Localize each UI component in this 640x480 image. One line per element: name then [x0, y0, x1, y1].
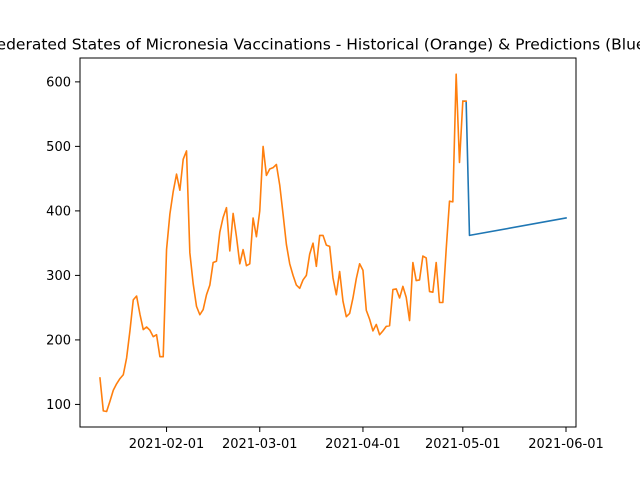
plot-area-frame	[79, 57, 577, 428]
x-tick-label: 2021-02-01	[129, 437, 205, 452]
y-tick-label: 400	[46, 204, 71, 219]
x-tick-label: 2021-05-01	[425, 437, 501, 452]
series-layer	[99, 73, 567, 413]
y-tick-label: 500	[46, 140, 71, 155]
y-tick-label: 300	[46, 269, 71, 284]
x-tick-label: 2021-03-01	[222, 437, 298, 452]
y-axis: 100 200 300 400 500 600	[46, 75, 80, 413]
x-tick-label: 2021-04-01	[325, 437, 401, 452]
y-tick-label: 600	[46, 75, 71, 90]
historical-series-line	[99, 73, 467, 413]
y-tick-label: 100	[46, 398, 71, 413]
x-tick-label: 2021-06-01	[528, 437, 604, 452]
x-axis: 2021-02-01 2021-03-01 2021-04-01 2021-05-01…	[129, 427, 604, 452]
y-tick-label: 200	[46, 333, 71, 348]
chart-title: Federated States of Micronesia Vaccinati…	[0, 36, 640, 54]
prediction-series-line	[462, 100, 567, 237]
